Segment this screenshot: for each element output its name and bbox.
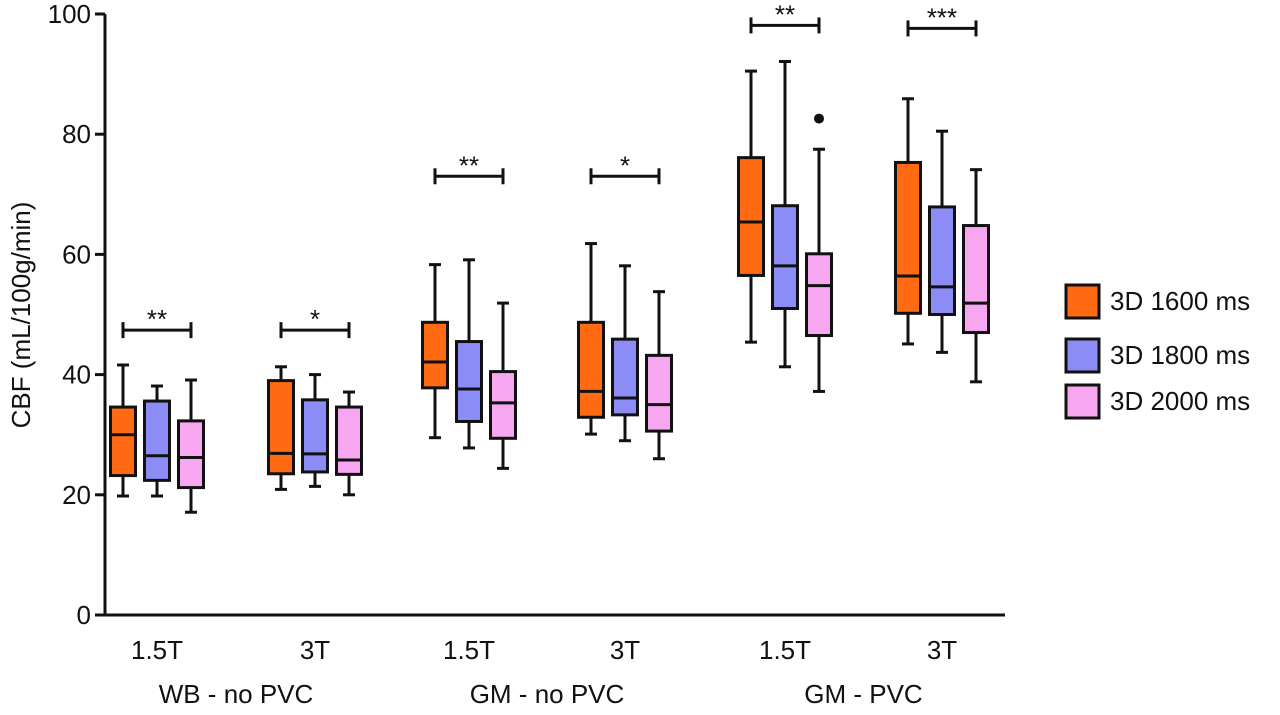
x-subgroup-label: 3T bbox=[610, 635, 640, 665]
iqr-box bbox=[421, 320, 449, 390]
box-4-2 bbox=[805, 113, 833, 393]
iqr-box bbox=[335, 405, 363, 476]
legend-item: 3D 2000 ms bbox=[1064, 383, 1250, 420]
x-group-label: GM - no PVC bbox=[470, 679, 625, 709]
box-5-0 bbox=[894, 97, 922, 346]
significance-bracket: ** bbox=[433, 150, 505, 185]
axes: 0 20 40 60 80 100 bbox=[48, 0, 1005, 630]
y-tick-label: 100 bbox=[48, 0, 91, 29]
box-3-1 bbox=[611, 264, 639, 443]
significance-brackets: ** *** *** *** bbox=[121, 0, 978, 339]
box-5-1 bbox=[928, 129, 956, 354]
y-tick-label: 80 bbox=[62, 119, 91, 149]
legend: 3D 1600 ms 3D 1800 ms 3D 2000 ms bbox=[1064, 283, 1250, 420]
iqr-box bbox=[177, 419, 205, 490]
boxes bbox=[109, 59, 990, 514]
legend-swatch bbox=[1064, 283, 1101, 320]
x-subgroup-label: 1.5T bbox=[443, 635, 495, 665]
x-subgroup-label: 1.5T bbox=[759, 635, 811, 665]
x-group-label: GM - PVC bbox=[804, 679, 922, 709]
legend-label: 3D 1600 ms bbox=[1110, 286, 1250, 316]
box-4-0 bbox=[737, 69, 765, 344]
iqr-box bbox=[894, 160, 922, 315]
iqr-box bbox=[301, 398, 329, 474]
x-subgroup-label: 3T bbox=[927, 635, 957, 665]
iqr-box bbox=[645, 353, 673, 433]
iqr-box bbox=[489, 370, 517, 440]
legend-item: 3D 1600 ms bbox=[1064, 283, 1250, 320]
iqr-box bbox=[109, 405, 137, 478]
y-tick-label: 60 bbox=[62, 239, 91, 269]
iqr-box bbox=[143, 399, 171, 482]
x-axis-labels: 1.5T 3T WB - no PVC 1.5T 3T GM - no PVC 1.5T 3T… bbox=[131, 635, 957, 709]
iqr-box bbox=[771, 204, 799, 310]
box-1-1 bbox=[301, 373, 329, 488]
significance-bracket: ** bbox=[121, 304, 193, 339]
iqr-box bbox=[805, 252, 833, 338]
iqr-box bbox=[611, 337, 639, 417]
y-axis-label: CBF (mL/100g/min) bbox=[6, 202, 36, 429]
legend-label: 3D 1800 ms bbox=[1110, 340, 1250, 370]
box-1-0 bbox=[267, 365, 295, 491]
box-2-2 bbox=[489, 301, 517, 470]
significance-label: ** bbox=[459, 150, 479, 180]
iqr-box bbox=[577, 320, 605, 419]
box-0-2 bbox=[177, 378, 205, 514]
significance-label: * bbox=[310, 304, 320, 334]
significance-bracket: *** bbox=[906, 2, 978, 37]
y-tick-label: 20 bbox=[62, 480, 91, 510]
iqr-box bbox=[267, 379, 295, 476]
box-1-2 bbox=[335, 390, 363, 497]
significance-label: ** bbox=[775, 0, 795, 29]
iqr-box bbox=[737, 156, 765, 277]
x-subgroup-label: 1.5T bbox=[131, 635, 183, 665]
box-2-1 bbox=[455, 258, 483, 450]
legend-swatch bbox=[1064, 383, 1101, 420]
iqr-box bbox=[962, 224, 990, 335]
significance-label: ** bbox=[147, 304, 167, 334]
legend-label: 3D 2000 ms bbox=[1110, 386, 1250, 416]
box-0-0 bbox=[109, 363, 137, 498]
y-tick-label: 0 bbox=[77, 600, 91, 630]
legend-swatch bbox=[1064, 337, 1101, 374]
box-4-1 bbox=[771, 59, 799, 369]
box-2-0 bbox=[421, 263, 449, 440]
x-group-label: WB - no PVC bbox=[159, 679, 314, 709]
iqr-box bbox=[455, 340, 483, 423]
y-tick-label: 40 bbox=[62, 360, 91, 390]
significance-bracket: * bbox=[279, 304, 351, 339]
box-3-0 bbox=[577, 242, 605, 436]
significance-label: * bbox=[620, 150, 630, 180]
iqr-box bbox=[928, 205, 956, 317]
legend-item: 3D 1800 ms bbox=[1064, 337, 1250, 374]
significance-label: *** bbox=[927, 2, 957, 32]
box-3-2 bbox=[645, 290, 673, 461]
significance-bracket: ** bbox=[749, 0, 821, 34]
outlier-point bbox=[814, 113, 824, 124]
significance-bracket: * bbox=[589, 150, 661, 185]
box-0-1 bbox=[143, 384, 171, 498]
box-5-2 bbox=[962, 168, 990, 384]
x-subgroup-label: 3T bbox=[300, 635, 330, 665]
